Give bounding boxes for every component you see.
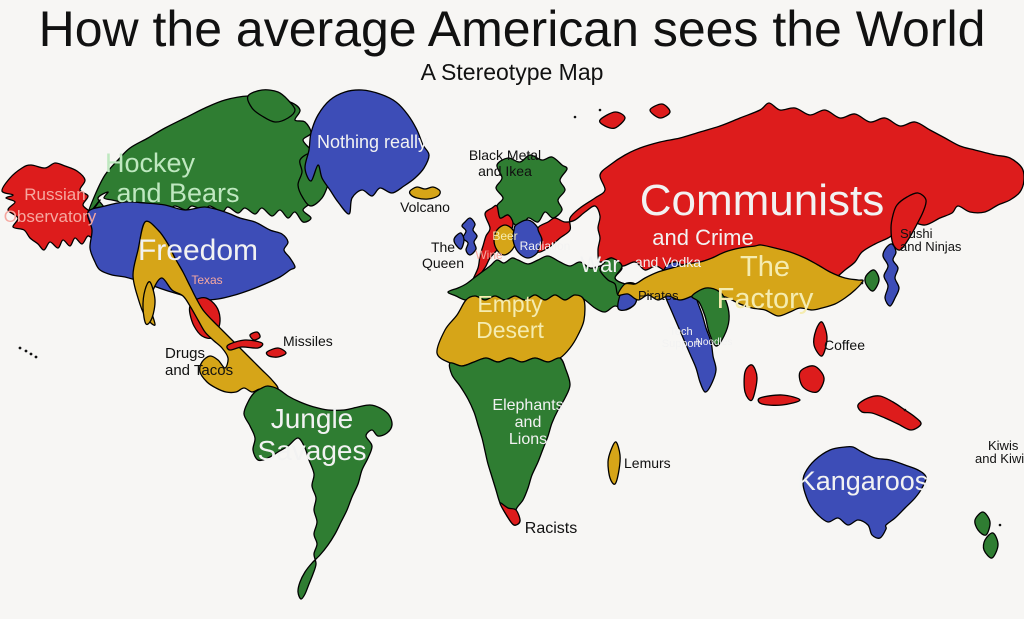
svg-text:and Ninjas: and Ninjas	[900, 239, 962, 254]
svg-text:Pirates: Pirates	[638, 288, 679, 303]
svg-text:and Crime: and Crime	[652, 225, 753, 250]
svg-text:War: War	[580, 252, 620, 277]
svg-text:Wine: Wine	[475, 248, 503, 262]
svg-text:Beer: Beer	[492, 229, 517, 243]
svg-text:Factory: Factory	[717, 283, 814, 315]
svg-text:Radiation: Radiation	[520, 239, 571, 253]
svg-text:Support: Support	[662, 338, 701, 350]
svg-text:and Vodka: and Vodka	[635, 254, 701, 270]
svg-text:The: The	[740, 251, 790, 283]
svg-text:Volcano: Volcano	[400, 199, 450, 215]
svg-text:Observatory: Observatory	[4, 207, 97, 226]
svg-text:and: and	[515, 414, 542, 431]
svg-text:Russian: Russian	[24, 185, 85, 204]
svg-text:Lemurs: Lemurs	[624, 455, 671, 471]
svg-text:Empty: Empty	[477, 291, 543, 317]
svg-text:Noodles: Noodles	[696, 337, 733, 348]
svg-text:Kangaroos: Kangaroos	[798, 466, 929, 496]
svg-text:Missiles: Missiles	[283, 333, 333, 349]
svg-text:The: The	[431, 239, 455, 255]
svg-text:Communists: Communists	[640, 176, 885, 225]
svg-text:Black Metal: Black Metal	[469, 147, 541, 163]
svg-text:How the average American sees: How the average American sees the World	[39, 1, 986, 57]
svg-text:Elephants: Elephants	[492, 397, 563, 414]
svg-text:Coffee: Coffee	[824, 337, 865, 353]
svg-text:Nothing really: Nothing really	[317, 132, 427, 152]
svg-text:Lions: Lions	[509, 431, 547, 448]
svg-text:A Stereotype Map: A Stereotype Map	[421, 59, 604, 85]
svg-text:Freedom: Freedom	[138, 234, 258, 267]
svg-text:Tech: Tech	[669, 326, 692, 338]
svg-text:Jungle: Jungle	[271, 403, 354, 434]
svg-text:and Kiwis: and Kiwis	[975, 451, 1024, 466]
svg-text:Hockey: Hockey	[105, 148, 196, 178]
svg-text:Desert: Desert	[476, 317, 544, 343]
svg-text:Texas: Texas	[191, 273, 222, 287]
svg-text:Savages: Savages	[258, 435, 367, 466]
svg-text:Racists: Racists	[525, 520, 577, 537]
svg-text:Queen: Queen	[422, 255, 464, 271]
svg-text:and Ikea: and Ikea	[478, 163, 532, 179]
svg-text:and Tacos: and Tacos	[165, 362, 233, 379]
svg-text:and Bears: and Bears	[116, 178, 239, 208]
svg-text:Drugs: Drugs	[165, 345, 205, 362]
